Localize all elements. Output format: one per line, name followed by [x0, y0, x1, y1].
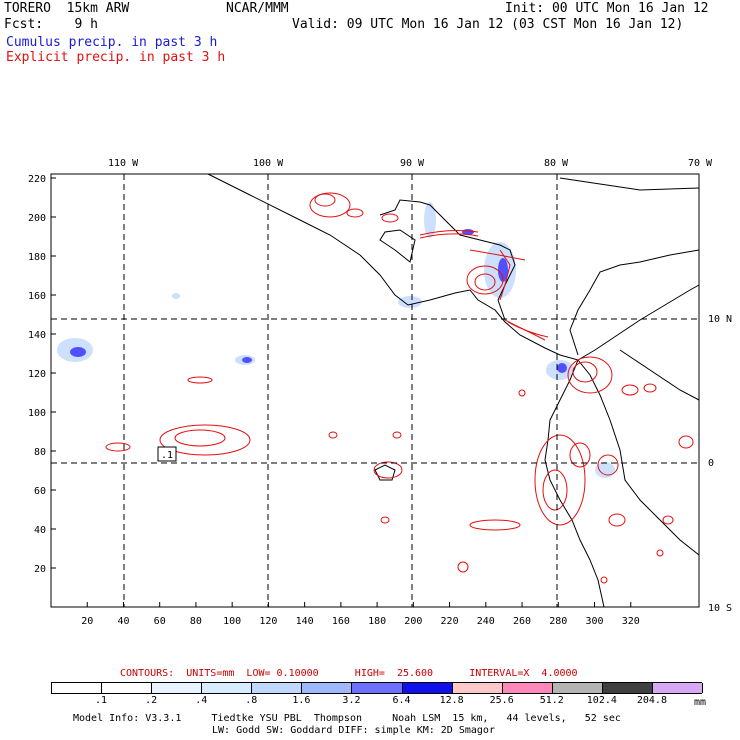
y-tick-label: 80	[34, 447, 46, 458]
lon-label-80w: 80 W	[544, 158, 569, 169]
y-tick-label: 180	[28, 252, 46, 263]
colorbar-label: .4	[195, 695, 208, 706]
colorbar-cell	[402, 683, 453, 693]
x-tick-label: 240	[477, 616, 495, 627]
colorbar-label: 3.2	[342, 695, 361, 706]
colorbar-cell	[352, 683, 403, 693]
colorbar-cell	[552, 683, 603, 693]
map-frame	[50, 173, 700, 608]
colorbar-label: .1	[95, 695, 108, 706]
colorbar-cell	[652, 683, 703, 693]
x-tick-label: 140	[296, 616, 314, 627]
colorbar-cell	[252, 683, 303, 693]
x-tick-label: 120	[259, 616, 277, 627]
colorbar-cell	[102, 683, 153, 693]
y-tick-label: 120	[28, 369, 46, 380]
y-tick-label: 160	[28, 291, 46, 302]
colorbar-label: .8	[245, 695, 258, 706]
x-tick-label: 280	[549, 616, 567, 627]
x-tick-label: 320	[622, 616, 640, 627]
lat-lon-grid	[51, 174, 699, 607]
contour-label-box	[157, 446, 177, 462]
colorbar-label: 1.6	[292, 695, 311, 706]
lon-label-90w: 90 W	[400, 158, 425, 169]
colorbar-cell	[302, 683, 353, 693]
x-tick-label: 160	[332, 616, 350, 627]
x-tick-label: 200	[404, 616, 422, 627]
colorbar-cell	[202, 683, 253, 693]
model-title: TORERO 15km ARW	[4, 1, 130, 16]
colorbar-cell	[52, 683, 103, 693]
colorbar-label: 51.2	[539, 695, 564, 706]
lat-label-10s: 10 S	[708, 603, 732, 614]
colorbar-cell	[502, 683, 553, 693]
y-tick-label: 140	[28, 330, 46, 341]
legend-cumulus: Cumulus precip. in past 3 h	[6, 35, 218, 50]
x-tick-label: 20	[81, 616, 93, 627]
contour-info: CONTOURS: UNITS=mm LOW= 0.10000 HIGH= 25…	[120, 668, 578, 679]
y-tick-label: 220	[28, 174, 46, 185]
colorbar-label: 204.8	[636, 695, 667, 706]
colorbar-label: .2	[145, 695, 158, 706]
precip-colorbar	[51, 682, 703, 694]
x-ticks: 20 40 60 80 100 120 140 160 180 200 220 240 260 280 30…	[81, 602, 640, 627]
colorbar-label: 6.4	[392, 695, 411, 706]
forecast-hour: Fcst: 9 h	[4, 17, 98, 32]
colorbar-unit: mm	[694, 697, 707, 708]
init-time: Init: 00 UTC Mon 16 Jan 12	[505, 1, 709, 16]
y-tick-label: 200	[28, 213, 46, 224]
x-tick-label: 260	[513, 616, 531, 627]
y-tick-label: 40	[34, 525, 46, 536]
y-tick-label: 20	[34, 564, 46, 575]
model-info: Model Info: V3.3.1 Tiedtke YSU PBL Thomp…	[73, 713, 621, 724]
physics-info: LW: Godd SW: Goddard DIFF: simple KM: 2D…	[212, 725, 495, 736]
x-tick-label: 220	[441, 616, 459, 627]
x-tick-label: 300	[585, 616, 603, 627]
lon-label-110w: 110 W	[108, 158, 139, 169]
coastlines	[207, 173, 700, 608]
y-tick-label: 60	[34, 486, 46, 497]
colorbar-label: 102.4	[586, 695, 617, 706]
colorbar-cell	[602, 683, 653, 693]
x-tick-label: 60	[154, 616, 166, 627]
lat-label-10n: 10 N	[708, 314, 732, 325]
lon-label-70w: 70 W	[688, 158, 713, 169]
x-tick-label: 180	[368, 616, 386, 627]
y-ticks: 20 40 60 80 100 120 140 160 180 200 220	[28, 174, 56, 575]
valid-time: Valid: 09 UTC Mon 16 Jan 12 (03 CST Mon …	[292, 17, 684, 32]
explicit-contours	[105, 192, 694, 584]
lon-label-100w: 100 W	[253, 158, 284, 169]
precipitation-map: .1 20 40 60 80 100 120 140 160 180 200 220 240 260 28…	[28, 158, 732, 627]
x-tick-label: 40	[117, 616, 129, 627]
x-tick-label: 80	[190, 616, 202, 627]
colorbar-cell	[152, 683, 203, 693]
lat-label-0: 0	[708, 458, 714, 469]
colorbar-label: 12.8	[439, 695, 464, 706]
x-tick-label: 100	[223, 616, 241, 627]
colorbar-cell	[452, 683, 503, 693]
legend-explicit: Explicit precip. in past 3 h	[6, 50, 226, 65]
colorbar-label: 25.6	[489, 695, 514, 706]
contour-label: .1	[161, 450, 173, 461]
y-tick-label: 100	[28, 408, 46, 419]
organization-label: NCAR/MMM	[226, 1, 289, 16]
